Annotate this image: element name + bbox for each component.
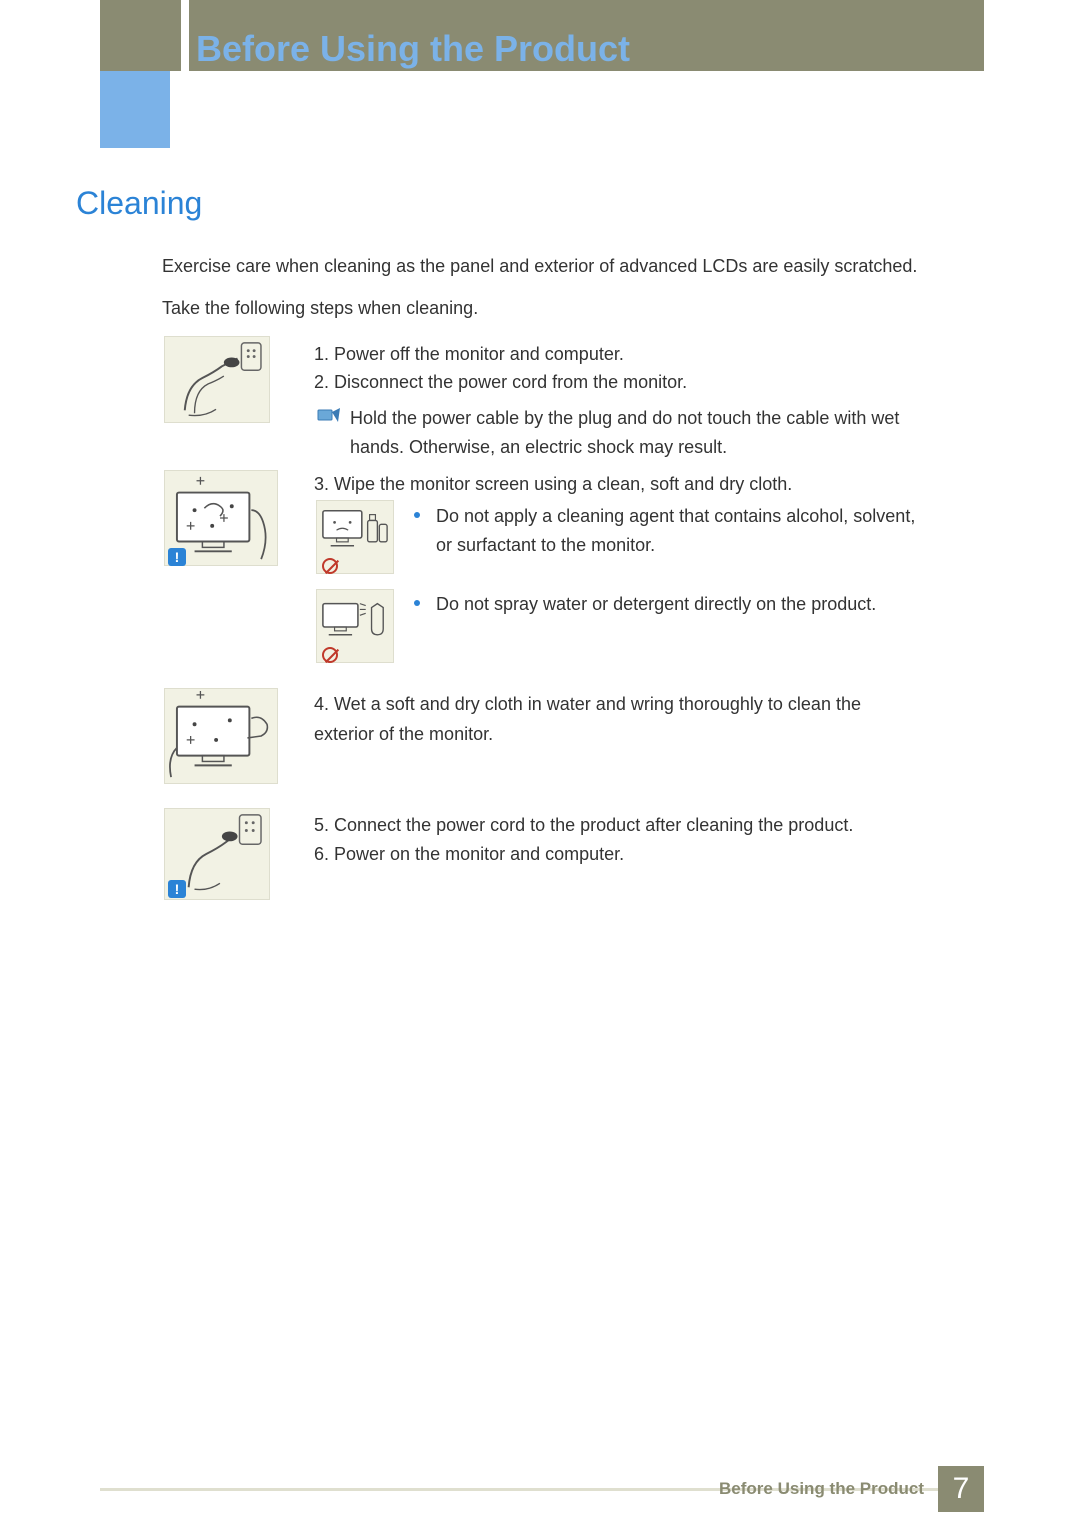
prohibit-icon bbox=[322, 647, 338, 663]
bullet-dot bbox=[414, 512, 420, 518]
footer-section-label: Before Using the Product bbox=[719, 1479, 924, 1499]
prohibit-icon bbox=[322, 558, 338, 574]
step-6-text: 6. Power on the monitor and computer. bbox=[314, 840, 924, 870]
page-number: 7 bbox=[938, 1466, 984, 1512]
figure-unplug-hand bbox=[164, 336, 270, 423]
intro-paragraph-2: Take the following steps when cleaning. bbox=[162, 294, 922, 323]
step-5-text: 5. Connect the power cord to the product… bbox=[314, 811, 924, 841]
step-1-text: 1. Power off the monitor and computer. bbox=[314, 340, 924, 370]
step-3-bullet-b: Do not spray water or detergent directly… bbox=[436, 590, 926, 619]
section-heading-cleaning: Cleaning bbox=[76, 185, 202, 222]
step-2-text: 2. Disconnect the power cord from the mo… bbox=[314, 368, 924, 398]
step-4-text: 4. Wet a soft and dry cloth in water and… bbox=[314, 690, 924, 749]
note-icon bbox=[316, 404, 342, 431]
bullet-dot bbox=[414, 600, 420, 606]
step-3-bullet-a: Do not apply a cleaning agent that conta… bbox=[436, 502, 926, 560]
header-notch bbox=[181, 0, 189, 71]
header-accent-block bbox=[100, 71, 170, 148]
figure-wipe-exterior bbox=[164, 688, 278, 784]
info-badge-icon: ! bbox=[168, 880, 186, 898]
info-badge-icon: ! bbox=[168, 548, 186, 566]
page-title: Before Using the Product bbox=[196, 28, 630, 70]
step-2-note: Hold the power cable by the plug and do … bbox=[350, 404, 920, 462]
step-3-text: 3. Wipe the monitor screen using a clean… bbox=[314, 470, 924, 500]
intro-paragraph-1: Exercise care when cleaning as the panel… bbox=[162, 252, 922, 281]
